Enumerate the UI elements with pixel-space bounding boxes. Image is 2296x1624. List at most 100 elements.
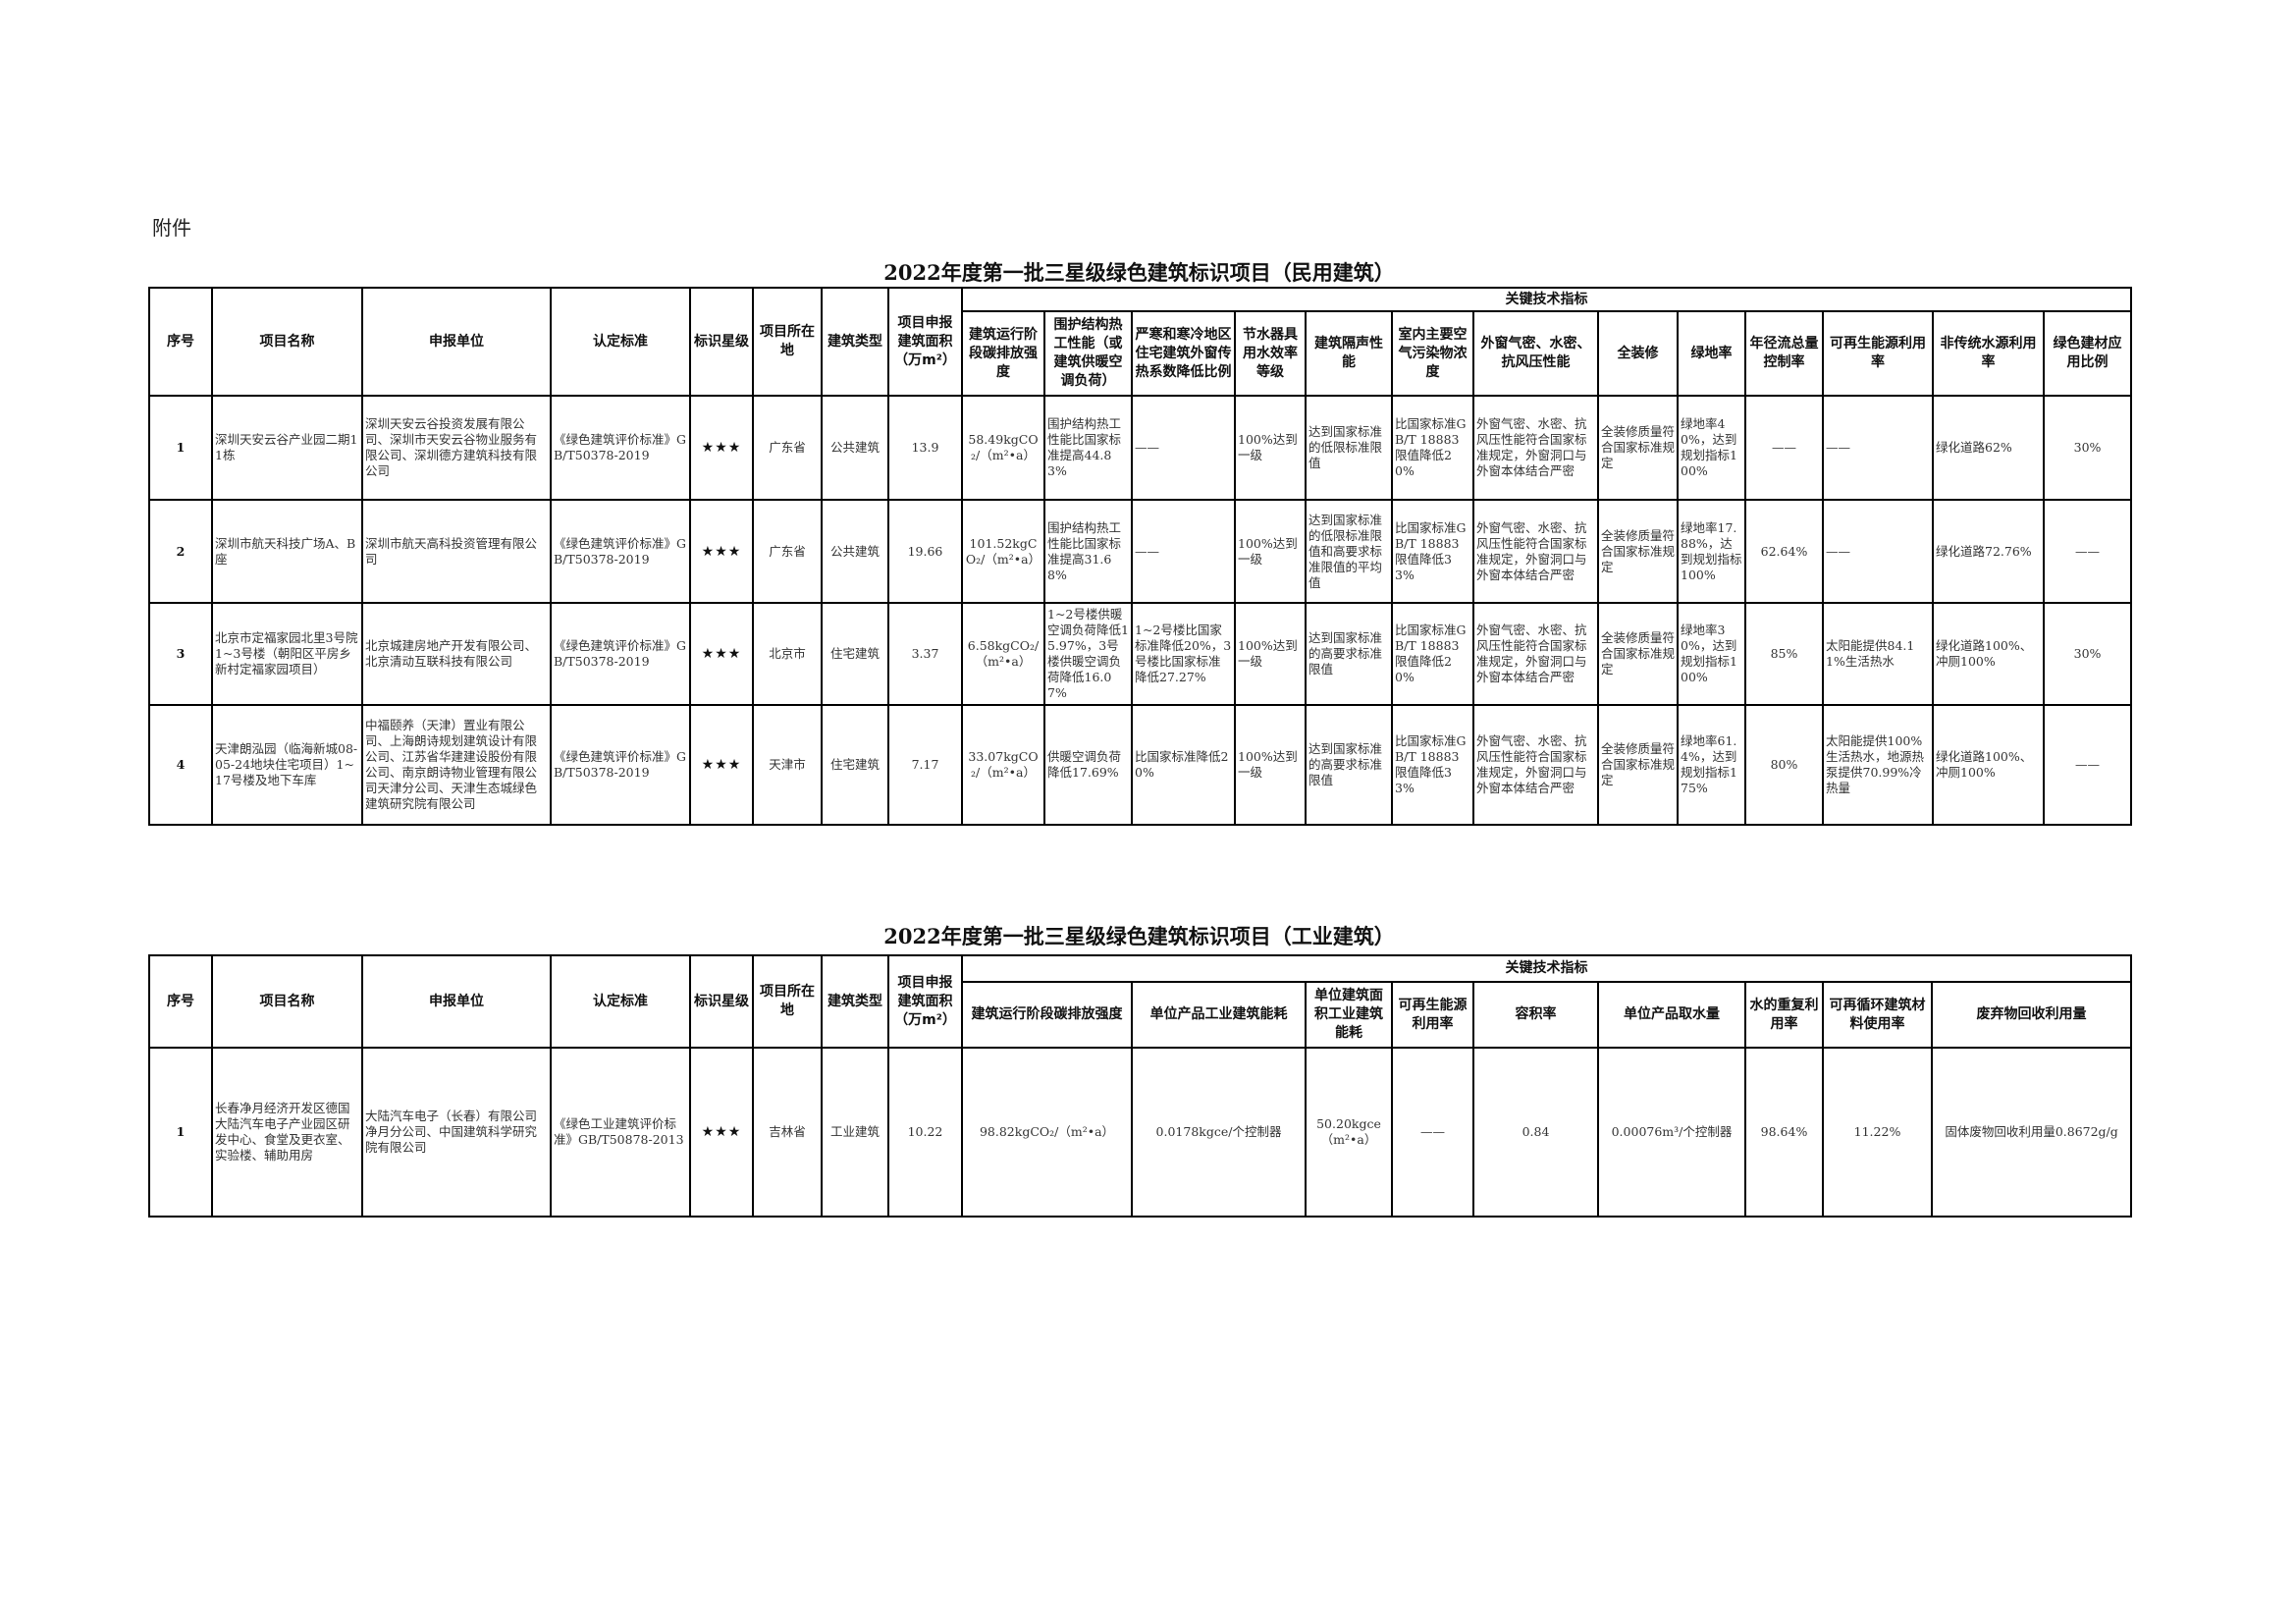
- table-cell: 6.58kgCO₂/（m²•a）: [961, 602, 1045, 706]
- table-cell: 100%达到一级: [1234, 395, 1307, 501]
- table-cell: ——: [1744, 395, 1824, 501]
- civil-table-title: 2022年度第一批三星级绿色建筑标识项目（民用建筑）: [883, 260, 1395, 285]
- indicator-header: 废弃物回收利用量: [1930, 981, 2133, 1049]
- column-header: 标识星级: [689, 954, 754, 1049]
- table-cell: 4: [148, 704, 213, 826]
- table-cell: 全装修质量符合国家标准规定: [1597, 602, 1679, 706]
- table-cell: 0.00076m³/个控制器: [1597, 1047, 1746, 1218]
- table-cell: 《绿色建筑评价标准》GB/T50378-2019: [550, 395, 691, 501]
- table-cell: ——: [1131, 395, 1236, 501]
- table-cell: 《绿色建筑评价标准》GB/T50378-2019: [550, 499, 691, 604]
- star-rating: ★★★: [689, 395, 754, 501]
- table-cell: 绿化道路62%: [1932, 395, 2045, 501]
- table-cell: 住宅建筑: [821, 602, 889, 706]
- table-row: 4 天津朗泓园（临海新城08-05-24地块住宅项目）1~17号楼及地下车库 中福颐…: [148, 704, 2133, 826]
- table-cell: 98.64%: [1744, 1047, 1824, 1218]
- table-cell: 98.82kgCO₂/（m²•a）: [961, 1047, 1133, 1218]
- star-rating: ★★★: [689, 704, 754, 826]
- table-row: 3 北京市定福家园北里3号院1~3号楼（朝阳区平房乡新村定福家园项目） 北京城建房地…: [148, 602, 2133, 706]
- table-cell: 3.37: [887, 602, 963, 706]
- table-cell: 全装修质量符合国家标准规定: [1597, 395, 1679, 501]
- table-cell: 达到国家标准的高要求标准限值: [1305, 602, 1393, 706]
- indicator-header: 非传统水源利用率: [1932, 310, 2045, 397]
- header-row-indicators: 建筑运行阶段碳排放强度 单位产品工业建筑能耗 单位建筑面积工业建筑能耗 可再生能源利用…: [149, 981, 2133, 1049]
- key-indicators-header: 关键技术指标: [960, 287, 2133, 312]
- table-cell: 达到国家标准的低限标准限值: [1305, 395, 1393, 501]
- table-cell: 深圳市航天科技广场A、B座: [211, 499, 363, 604]
- header-row-indicators: 建筑运行阶段碳排放强度 围护结构热工性能（或建筑供暖空调负荷） 严寒和寒冷地区住宅建…: [149, 310, 2133, 397]
- table-cell: 天津市: [752, 704, 823, 826]
- table-cell: 供暖空调负荷降低17.69%: [1043, 704, 1133, 826]
- table-cell: 固体废物回收利用量0.8672g/g: [1930, 1047, 2133, 1218]
- table-cell: 《绿色建筑评价标准》GB/T50378-2019: [550, 704, 691, 826]
- table-row: 1 深圳天安云谷产业园二期11栋 深圳天安云谷投资发展有限公司、深圳市天安云谷物业服…: [148, 395, 2133, 501]
- table-cell: 深圳天安云谷产业园二期11栋: [211, 395, 363, 501]
- table-cell: 比国家标准GB/T 18883限值降低33%: [1391, 704, 1474, 826]
- table-cell: 85%: [1744, 602, 1824, 706]
- table-cell: 11.22%: [1822, 1047, 1933, 1218]
- table-cell: 《绿色建筑评价标准》GB/T50378-2019: [550, 602, 691, 706]
- table-cell: 公共建筑: [821, 395, 889, 501]
- star-rating: ★★★: [689, 602, 754, 706]
- table-cell: 围护结构热工性能比国家标准提高31.68%: [1043, 499, 1133, 604]
- table-cell: 30%: [2042, 395, 2133, 501]
- table-cell: 比国家标准GB/T 18883限值降低20%: [1391, 395, 1474, 501]
- indicator-header: 外窗气密、水密、抗风压性能: [1472, 310, 1599, 397]
- table-cell: 30%: [2042, 602, 2133, 706]
- table-cell: 绿化道路100%、冲厕100%: [1932, 602, 2045, 706]
- table-cell: 天津朗泓园（临海新城08-05-24地块住宅项目）1~17号楼及地下车库: [211, 704, 363, 826]
- indicator-header: 容积率: [1472, 981, 1599, 1049]
- indicator-header: 建筑隔声性能: [1305, 310, 1393, 397]
- table-cell: 广东省: [752, 499, 823, 604]
- table-cell: 公共建筑: [821, 499, 889, 604]
- industrial-table-title: 2022年度第一批三星级绿色建筑标识项目（工业建筑）: [883, 924, 1395, 948]
- indicator-header: 可再生能源利用率: [1391, 981, 1474, 1049]
- column-header: 建筑类型: [821, 954, 889, 1049]
- table-cell: 19.66: [887, 499, 963, 604]
- key-indicators-header: 关键技术指标: [960, 954, 2133, 983]
- indicator-header: 可再循环建筑材料使用率: [1822, 981, 1933, 1049]
- table-cell: 比国家标准GB/T 18883限值降低33%: [1391, 499, 1474, 604]
- indicator-header: 建筑运行阶段碳排放强度: [961, 310, 1045, 397]
- table-cell: 比国家标准GB/T 18883限值降低20%: [1391, 602, 1474, 706]
- table-cell: 1: [148, 1047, 213, 1218]
- table-cell: 绿化道路100%、冲厕100%: [1932, 704, 2045, 826]
- industrial-buildings-table: 序号 项目名称 申报单位 认定标准 标识星级 项目所在地 建筑类型 项目申报建筑面积（万m²）…: [148, 954, 2133, 1218]
- column-header: 序号: [148, 287, 213, 397]
- indicator-header: 单位产品取水量: [1597, 981, 1746, 1049]
- table-cell: 外窗气密、水密、抗风压性能符合国家标准规定，外窗洞口与外窗本体结合严密: [1472, 602, 1599, 706]
- table-cell: 0.84: [1472, 1047, 1599, 1218]
- column-header: 标识星级: [689, 287, 754, 397]
- table-cell: ——: [1131, 499, 1236, 604]
- table-cell: 101.52kgCO₂/（m²•a）: [961, 499, 1045, 604]
- column-header: 申报单位: [361, 954, 552, 1049]
- table-cell: 绿地率30%，达到规划指标100%: [1677, 602, 1746, 706]
- civil-buildings-table: 序号 项目名称 申报单位 认定标准 标识星级 项目所在地 建筑类型 项目申报建筑面积（万m²）…: [148, 287, 2133, 826]
- column-header: 认定标准: [550, 954, 691, 1049]
- indicator-header: 单位建筑面积工业建筑能耗: [1305, 981, 1393, 1049]
- table-cell: 绿地率17.88%，达到规划指标100%: [1677, 499, 1746, 604]
- indicator-header: 绿地率: [1677, 310, 1746, 397]
- indicator-header: 严寒和寒冷地区住宅建筑外窗传热系数降低比例: [1131, 310, 1236, 397]
- table-row: 2 深圳市航天科技广场A、B座 深圳市航天高科投资管理有限公司 《绿色建筑评价标准》G…: [148, 499, 2133, 604]
- table-cell: 10.22: [887, 1047, 963, 1218]
- column-header: 申报单位: [361, 287, 552, 397]
- table-cell: 绿地率61.4%，达到规划指标175%: [1677, 704, 1746, 826]
- indicator-header: 水的重复利用率: [1744, 981, 1824, 1049]
- table-cell: 100%达到一级: [1234, 704, 1307, 826]
- table-cell: 北京市定福家园北里3号院1~3号楼（朝阳区平房乡新村定福家园项目）: [211, 602, 363, 706]
- table-cell: 围护结构热工性能比国家标准提高44.83%: [1043, 395, 1133, 501]
- table-cell: 1~2号楼比国家标准降低20%，3号楼比国家标准降低27.27%: [1131, 602, 1236, 706]
- table-cell: 住宅建筑: [821, 704, 889, 826]
- column-header: 项目申报建筑面积（万m²）: [887, 287, 963, 397]
- table-cell: 58.49kgCO₂/（m²•a）: [961, 395, 1045, 501]
- table-cell: 工业建筑: [821, 1047, 889, 1218]
- table-cell: 深圳市航天高科投资管理有限公司: [361, 499, 552, 604]
- table-cell: ——: [2042, 704, 2133, 826]
- table-cell: 达到国家标准的高要求标准限值: [1305, 704, 1393, 826]
- table-cell: 中福颐养（天津）置业有限公司、上海朗诗规划建筑设计有限公司、江苏省华建建设股份有…: [361, 704, 552, 826]
- table-cell: 100%达到一级: [1234, 602, 1307, 706]
- column-header: 项目名称: [211, 954, 363, 1049]
- table-cell: 33.07kgCO₂/（m²•a）: [961, 704, 1045, 826]
- attachment-label: 附件: [152, 216, 191, 240]
